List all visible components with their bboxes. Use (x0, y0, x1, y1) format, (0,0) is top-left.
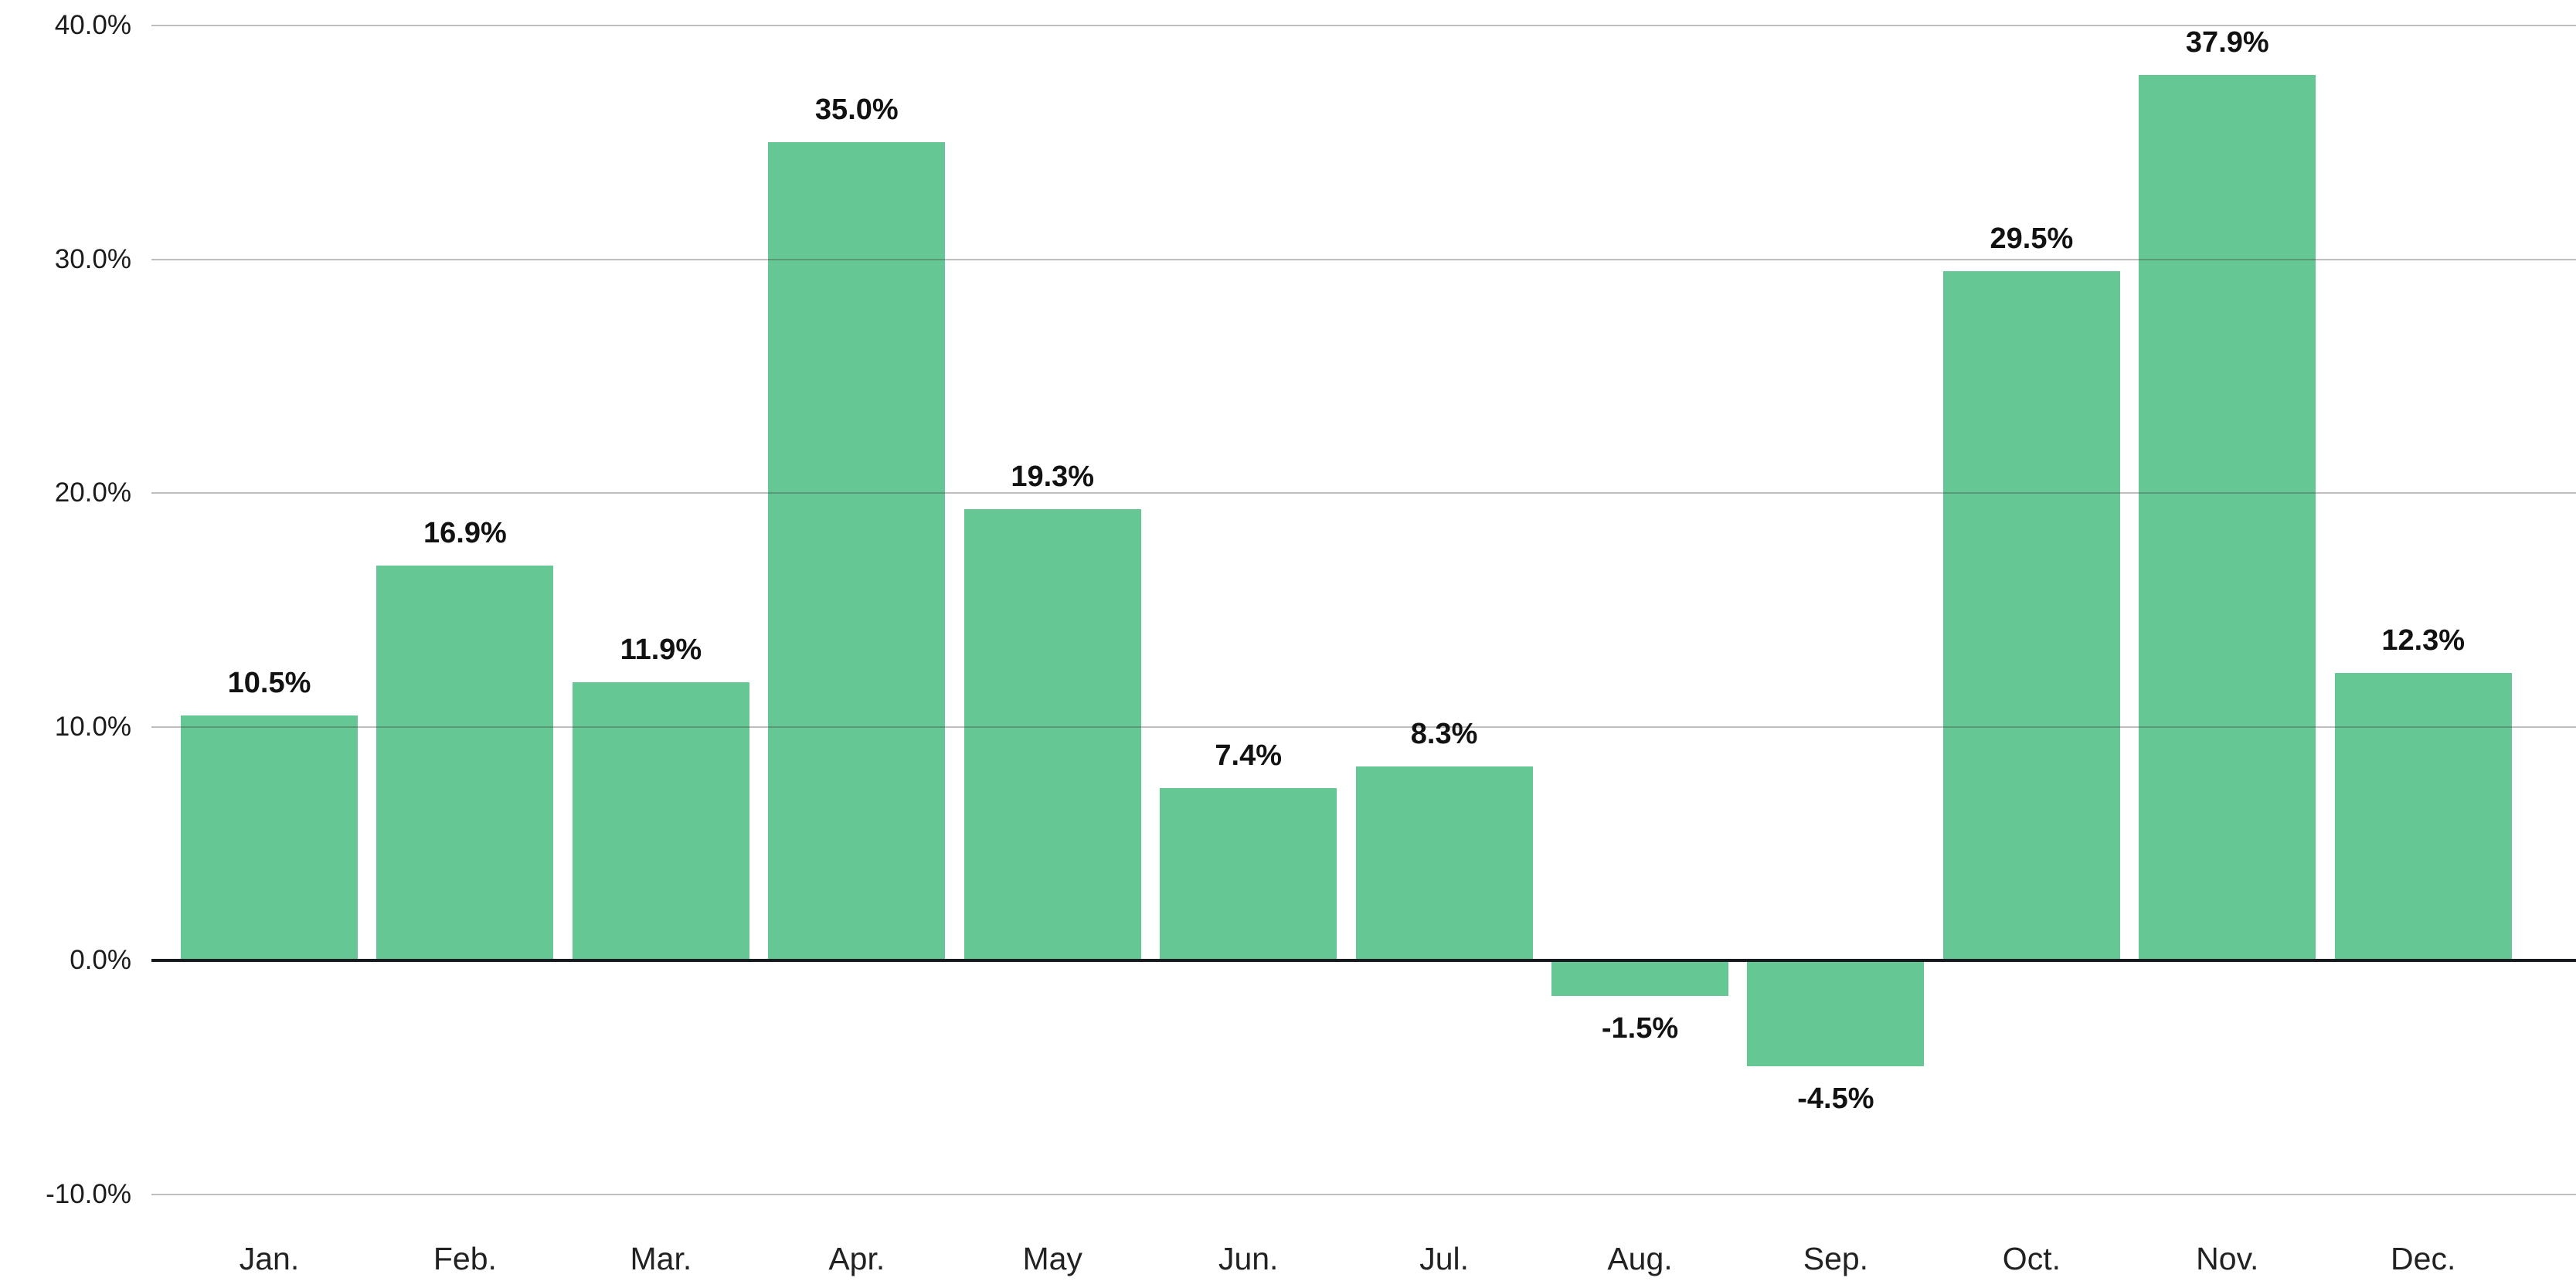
x-axis-label-jul: Jul. (1419, 1241, 1469, 1276)
bar-value-label-aug: -1.5% (1601, 1011, 1679, 1045)
bar-feb (376, 566, 554, 961)
bar-value-label-jul: 8.3% (1410, 718, 1478, 751)
bar-mar (572, 682, 749, 961)
gridline-30pct (151, 258, 2576, 260)
bar-value-label-sep: -4.5% (1797, 1082, 1874, 1115)
x-axis-label-jan: Jan. (239, 1241, 300, 1276)
y-axis-tick-label-30pct: 30.0% (54, 243, 131, 274)
bar-dec (2334, 673, 2512, 961)
bar-sep (1747, 960, 1925, 1066)
bar-jan (181, 715, 358, 961)
x-axis-label-aug: Aug. (1607, 1241, 1673, 1276)
bar-aug (1551, 960, 1728, 996)
x-axis-label-sep: Sep. (1803, 1241, 1869, 1276)
y-axis-tick-label-neg10pct: -10.0% (46, 1179, 131, 1209)
x-axis-label-nov: Nov. (2196, 1241, 2259, 1276)
bar-jul (1355, 766, 1533, 961)
gridline-neg10pct (151, 1194, 2576, 1195)
bar-apr (768, 142, 946, 961)
bar-value-label-jun: 7.4% (1215, 739, 1282, 772)
x-axis-label-apr: Apr. (828, 1241, 885, 1276)
x-axis-label-jun: Jun. (1218, 1241, 1279, 1276)
bar-value-label-may: 19.3% (1011, 460, 1095, 494)
bar-value-label-nov: 37.9% (2185, 25, 2269, 59)
bar-value-label-oct: 29.5% (1990, 222, 2074, 255)
x-axis-label-feb: Feb. (433, 1241, 497, 1276)
zero-axis-line (151, 959, 2576, 963)
gridline-10pct (151, 726, 2576, 728)
bar-jun (1160, 787, 1337, 961)
x-axis-label-mar: Mar. (630, 1241, 692, 1276)
gridline-20pct (151, 492, 2576, 494)
x-axis-label-dec: Dec. (2391, 1241, 2456, 1276)
y-axis-tick-label-20pct: 20.0% (54, 477, 131, 508)
bar-may (963, 509, 1141, 961)
bar-oct (1942, 270, 2120, 961)
bar-value-label-feb: 16.9% (423, 517, 507, 549)
y-axis-tick-label-40pct: 40.0% (54, 10, 131, 40)
y-axis-tick-label-10pct: 10.0% (54, 711, 131, 742)
bar-value-label-jan: 10.5% (227, 666, 311, 699)
bar-nov (2139, 74, 2316, 961)
x-axis-label-oct: Oct. (2002, 1241, 2061, 1276)
bar-value-label-mar: 11.9% (620, 634, 702, 667)
bar-value-label-dec: 12.3% (2381, 624, 2466, 658)
y-axis-tick-label-0pct: 0.0% (70, 945, 131, 976)
bar-value-label-apr: 35.0% (814, 93, 899, 127)
gridline-40pct (151, 25, 2576, 26)
x-axis-label-may: May (1022, 1241, 1082, 1276)
